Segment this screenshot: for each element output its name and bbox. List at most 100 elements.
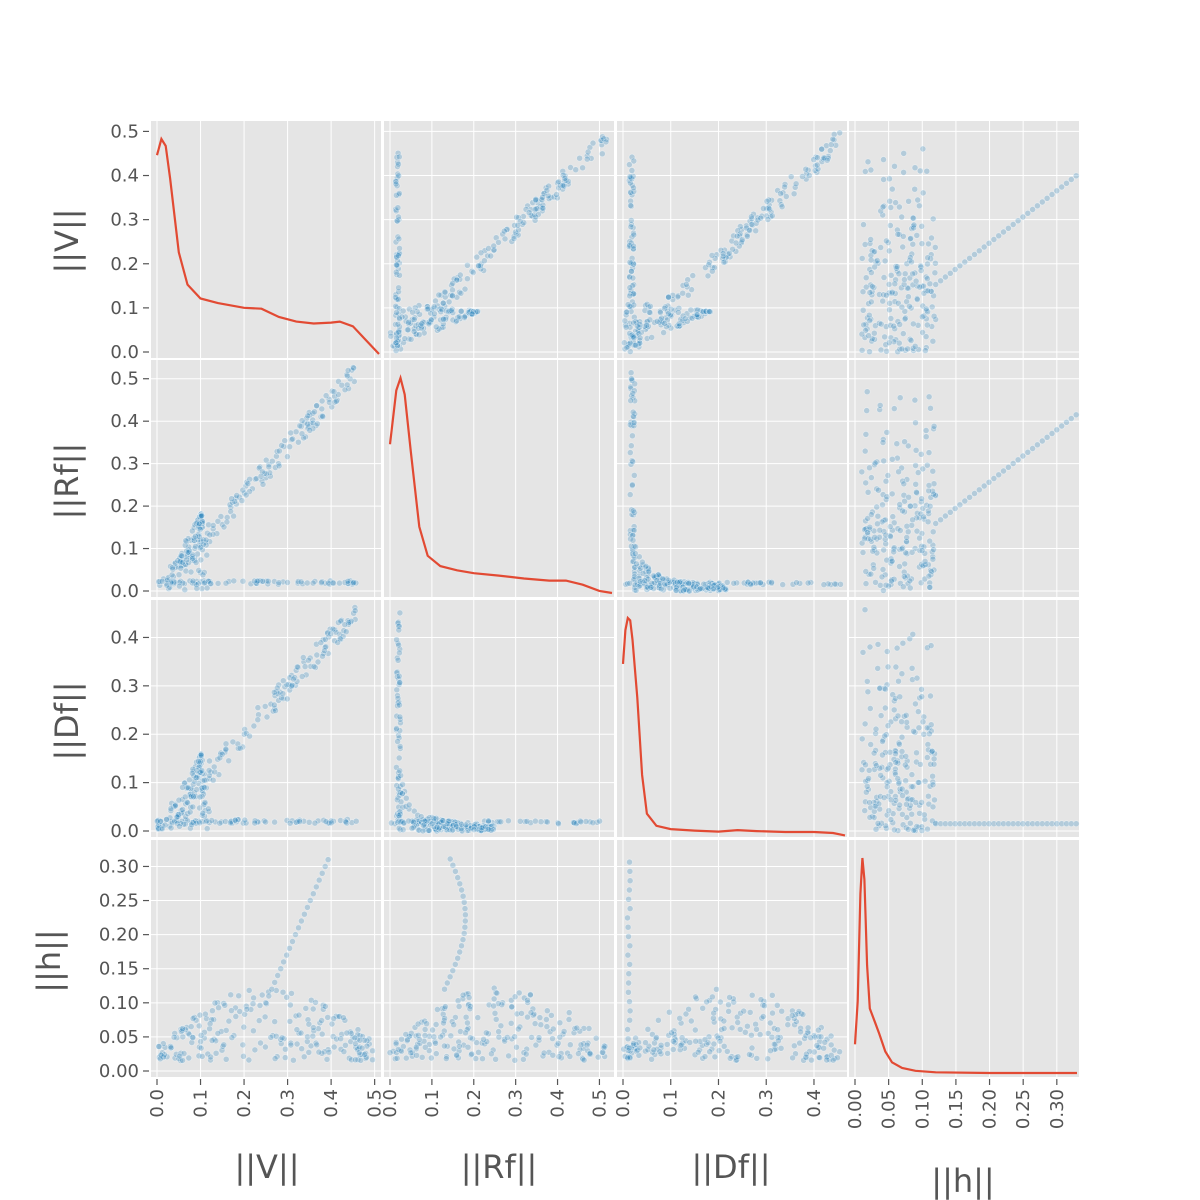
scatter-point — [175, 571, 183, 579]
scatter-point — [863, 782, 871, 790]
scatter-point — [454, 874, 462, 881]
scatter-point — [511, 1033, 518, 1040]
scatter-point — [804, 579, 812, 587]
scatter-point — [515, 1025, 522, 1033]
scatter-point — [883, 648, 891, 655]
scatter-point — [479, 1055, 486, 1062]
scatter-point — [904, 826, 912, 833]
scatter-point — [874, 520, 881, 528]
ytick-label: 0.30 — [99, 856, 139, 877]
xtick-label: 0.10 — [912, 1089, 933, 1129]
scatter-point — [709, 585, 717, 593]
scatter-point — [179, 1025, 186, 1032]
scatter-point — [814, 154, 821, 161]
scatter-point — [716, 1037, 724, 1045]
scatter-point — [288, 681, 296, 689]
scatter-point — [760, 205, 767, 212]
scatter-point — [393, 154, 401, 161]
scatter-point — [744, 1022, 751, 1030]
scatter-point — [395, 160, 402, 168]
scatter-point — [912, 462, 919, 469]
scatter-point — [818, 145, 826, 153]
scatter-point — [628, 375, 635, 383]
scatter-point — [477, 262, 484, 270]
scatter-point — [836, 1048, 843, 1055]
scatter-point — [898, 785, 906, 793]
scatter-point — [514, 222, 522, 229]
scatter-point — [636, 337, 644, 344]
scatter-point — [686, 1039, 694, 1046]
scatter-point — [295, 1011, 303, 1019]
scatter-point — [813, 161, 821, 169]
ylabel-row-1: ||Rf|| — [48, 443, 86, 520]
scatter-point — [505, 817, 512, 825]
scatter-point — [915, 202, 923, 210]
scatter-point — [927, 404, 934, 412]
scatter-point — [495, 1028, 502, 1035]
scatter-point — [923, 167, 931, 175]
ytick-label: 0.1 — [110, 539, 139, 560]
scatter-point — [387, 332, 395, 340]
scatter-point — [430, 1033, 438, 1041]
scatter-point — [820, 581, 828, 588]
scatter-point — [462, 1013, 470, 1021]
scatter-point — [909, 214, 917, 222]
panel-3-0 — [151, 840, 381, 1077]
scatter-point — [627, 369, 635, 377]
scatter-point — [449, 292, 456, 300]
scatter-point — [525, 209, 533, 216]
scatter-point — [298, 673, 306, 680]
panel-1-2 — [617, 360, 847, 597]
scatter-point — [909, 320, 917, 328]
scatter-point — [626, 161, 633, 168]
ylabel-row-3: ||h|| — [30, 929, 68, 992]
scatter-point — [396, 713, 404, 721]
scatter-point — [916, 534, 923, 542]
scatter-point — [205, 767, 213, 774]
ytick-label: 0.0 — [110, 821, 139, 842]
scatter-point — [753, 1026, 760, 1033]
scatter-point — [195, 758, 202, 765]
scatter-point — [304, 904, 311, 911]
scatter-point — [177, 564, 185, 572]
scatter-point — [185, 1054, 193, 1062]
scatter-point — [665, 1008, 673, 1016]
scatter-point — [929, 772, 936, 780]
scatter-point — [432, 1040, 439, 1047]
scatter-point — [872, 825, 880, 833]
xlabel-col-2: ||Df|| — [691, 1148, 770, 1186]
scatter-point — [513, 1043, 520, 1051]
scatter-point — [490, 242, 498, 250]
scatter-point — [883, 493, 891, 501]
scatter-point — [879, 751, 886, 759]
scatter-point — [697, 585, 704, 592]
scatter-point — [924, 287, 932, 295]
scatter-point — [681, 315, 689, 323]
scatter-point — [864, 688, 872, 696]
scatter-point — [630, 188, 638, 195]
scatter-point — [741, 1029, 749, 1036]
scatter-point — [511, 993, 519, 1001]
scatter-point — [929, 555, 937, 563]
scatter-point — [679, 289, 687, 297]
scatter-point — [555, 1053, 563, 1060]
scatter-point — [748, 1031, 755, 1039]
panel-background — [617, 360, 847, 597]
scatter-point — [481, 257, 488, 265]
scatter-point — [673, 578, 681, 586]
scatter-point — [342, 628, 350, 636]
scatter-point — [888, 455, 896, 463]
scatter-point — [882, 685, 889, 693]
scatter-point — [222, 1056, 230, 1063]
scatter-point — [859, 288, 867, 296]
scatter-point — [870, 565, 878, 572]
scatter-point — [919, 145, 927, 153]
scatter-point — [870, 329, 878, 337]
scatter-point — [488, 1050, 495, 1058]
scatter-point — [901, 276, 908, 283]
scatter-point — [199, 571, 207, 579]
scatter-point — [286, 819, 294, 827]
scatter-point — [814, 165, 822, 173]
scatter-point — [706, 1048, 714, 1055]
scatter-point — [468, 310, 476, 318]
